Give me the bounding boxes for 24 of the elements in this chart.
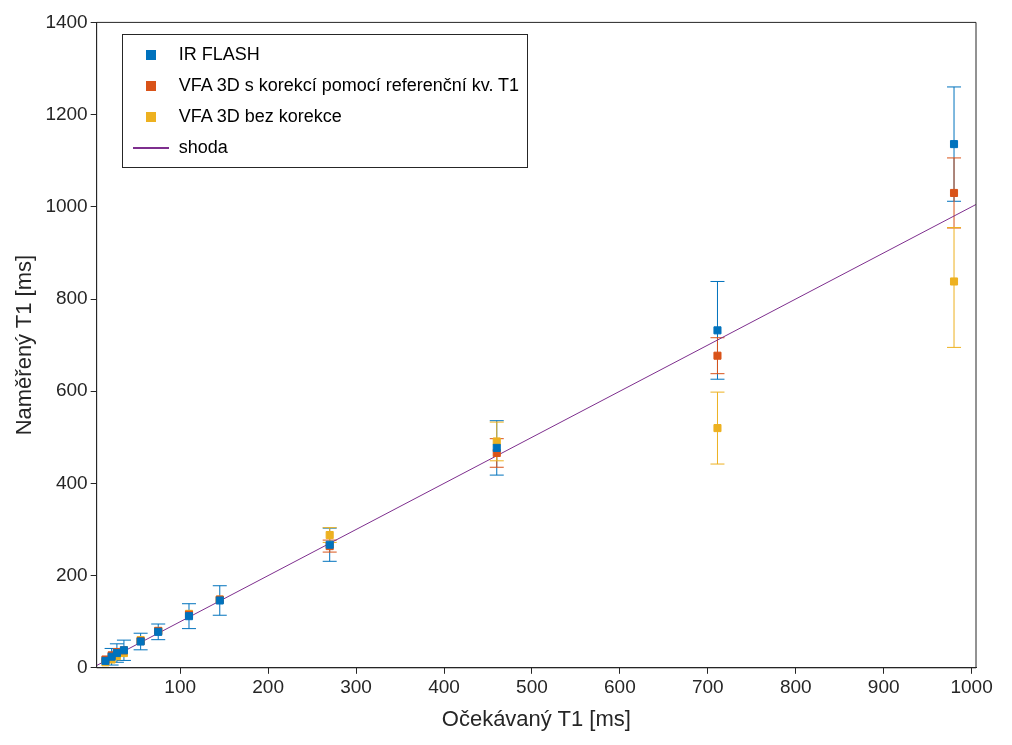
x-tick-label: 100: [164, 676, 197, 698]
x-tick-label: 800: [779, 676, 812, 698]
y-axis-title: Naměřený T1 [ms]: [11, 254, 37, 436]
legend-label: IR FLASH: [178, 44, 260, 66]
x-tick-label: 600: [604, 676, 636, 698]
x-tick-label: 1000: [950, 676, 993, 698]
y-tick-label: 200: [55, 563, 88, 585]
y-tick-label: 1200: [45, 102, 88, 124]
legend-label: VFA 3D s korekcí pomocí referenční kv. T1: [178, 75, 520, 97]
x-tick-label: 700: [691, 676, 724, 698]
x-tick-label: 500: [516, 676, 548, 698]
y-tick-label: 800: [55, 287, 88, 309]
legend-label: VFA 3D bez korekce: [178, 106, 342, 128]
y-tick-label: 400: [55, 471, 88, 493]
x-tick-label: 300: [340, 676, 372, 698]
x-tick-label: 900: [867, 676, 900, 698]
y-tick-label: 1000: [45, 195, 88, 217]
x-tick-label: 400: [428, 676, 460, 698]
y-tick-label: 1400: [45, 10, 88, 32]
legend-label: shoda: [178, 137, 228, 159]
x-tick-label: 200: [252, 676, 284, 698]
x-axis-title: Očekávaný T1 [ms]: [441, 705, 631, 731]
y-tick-label: 0: [77, 656, 88, 678]
y-tick-label: 600: [55, 379, 88, 401]
